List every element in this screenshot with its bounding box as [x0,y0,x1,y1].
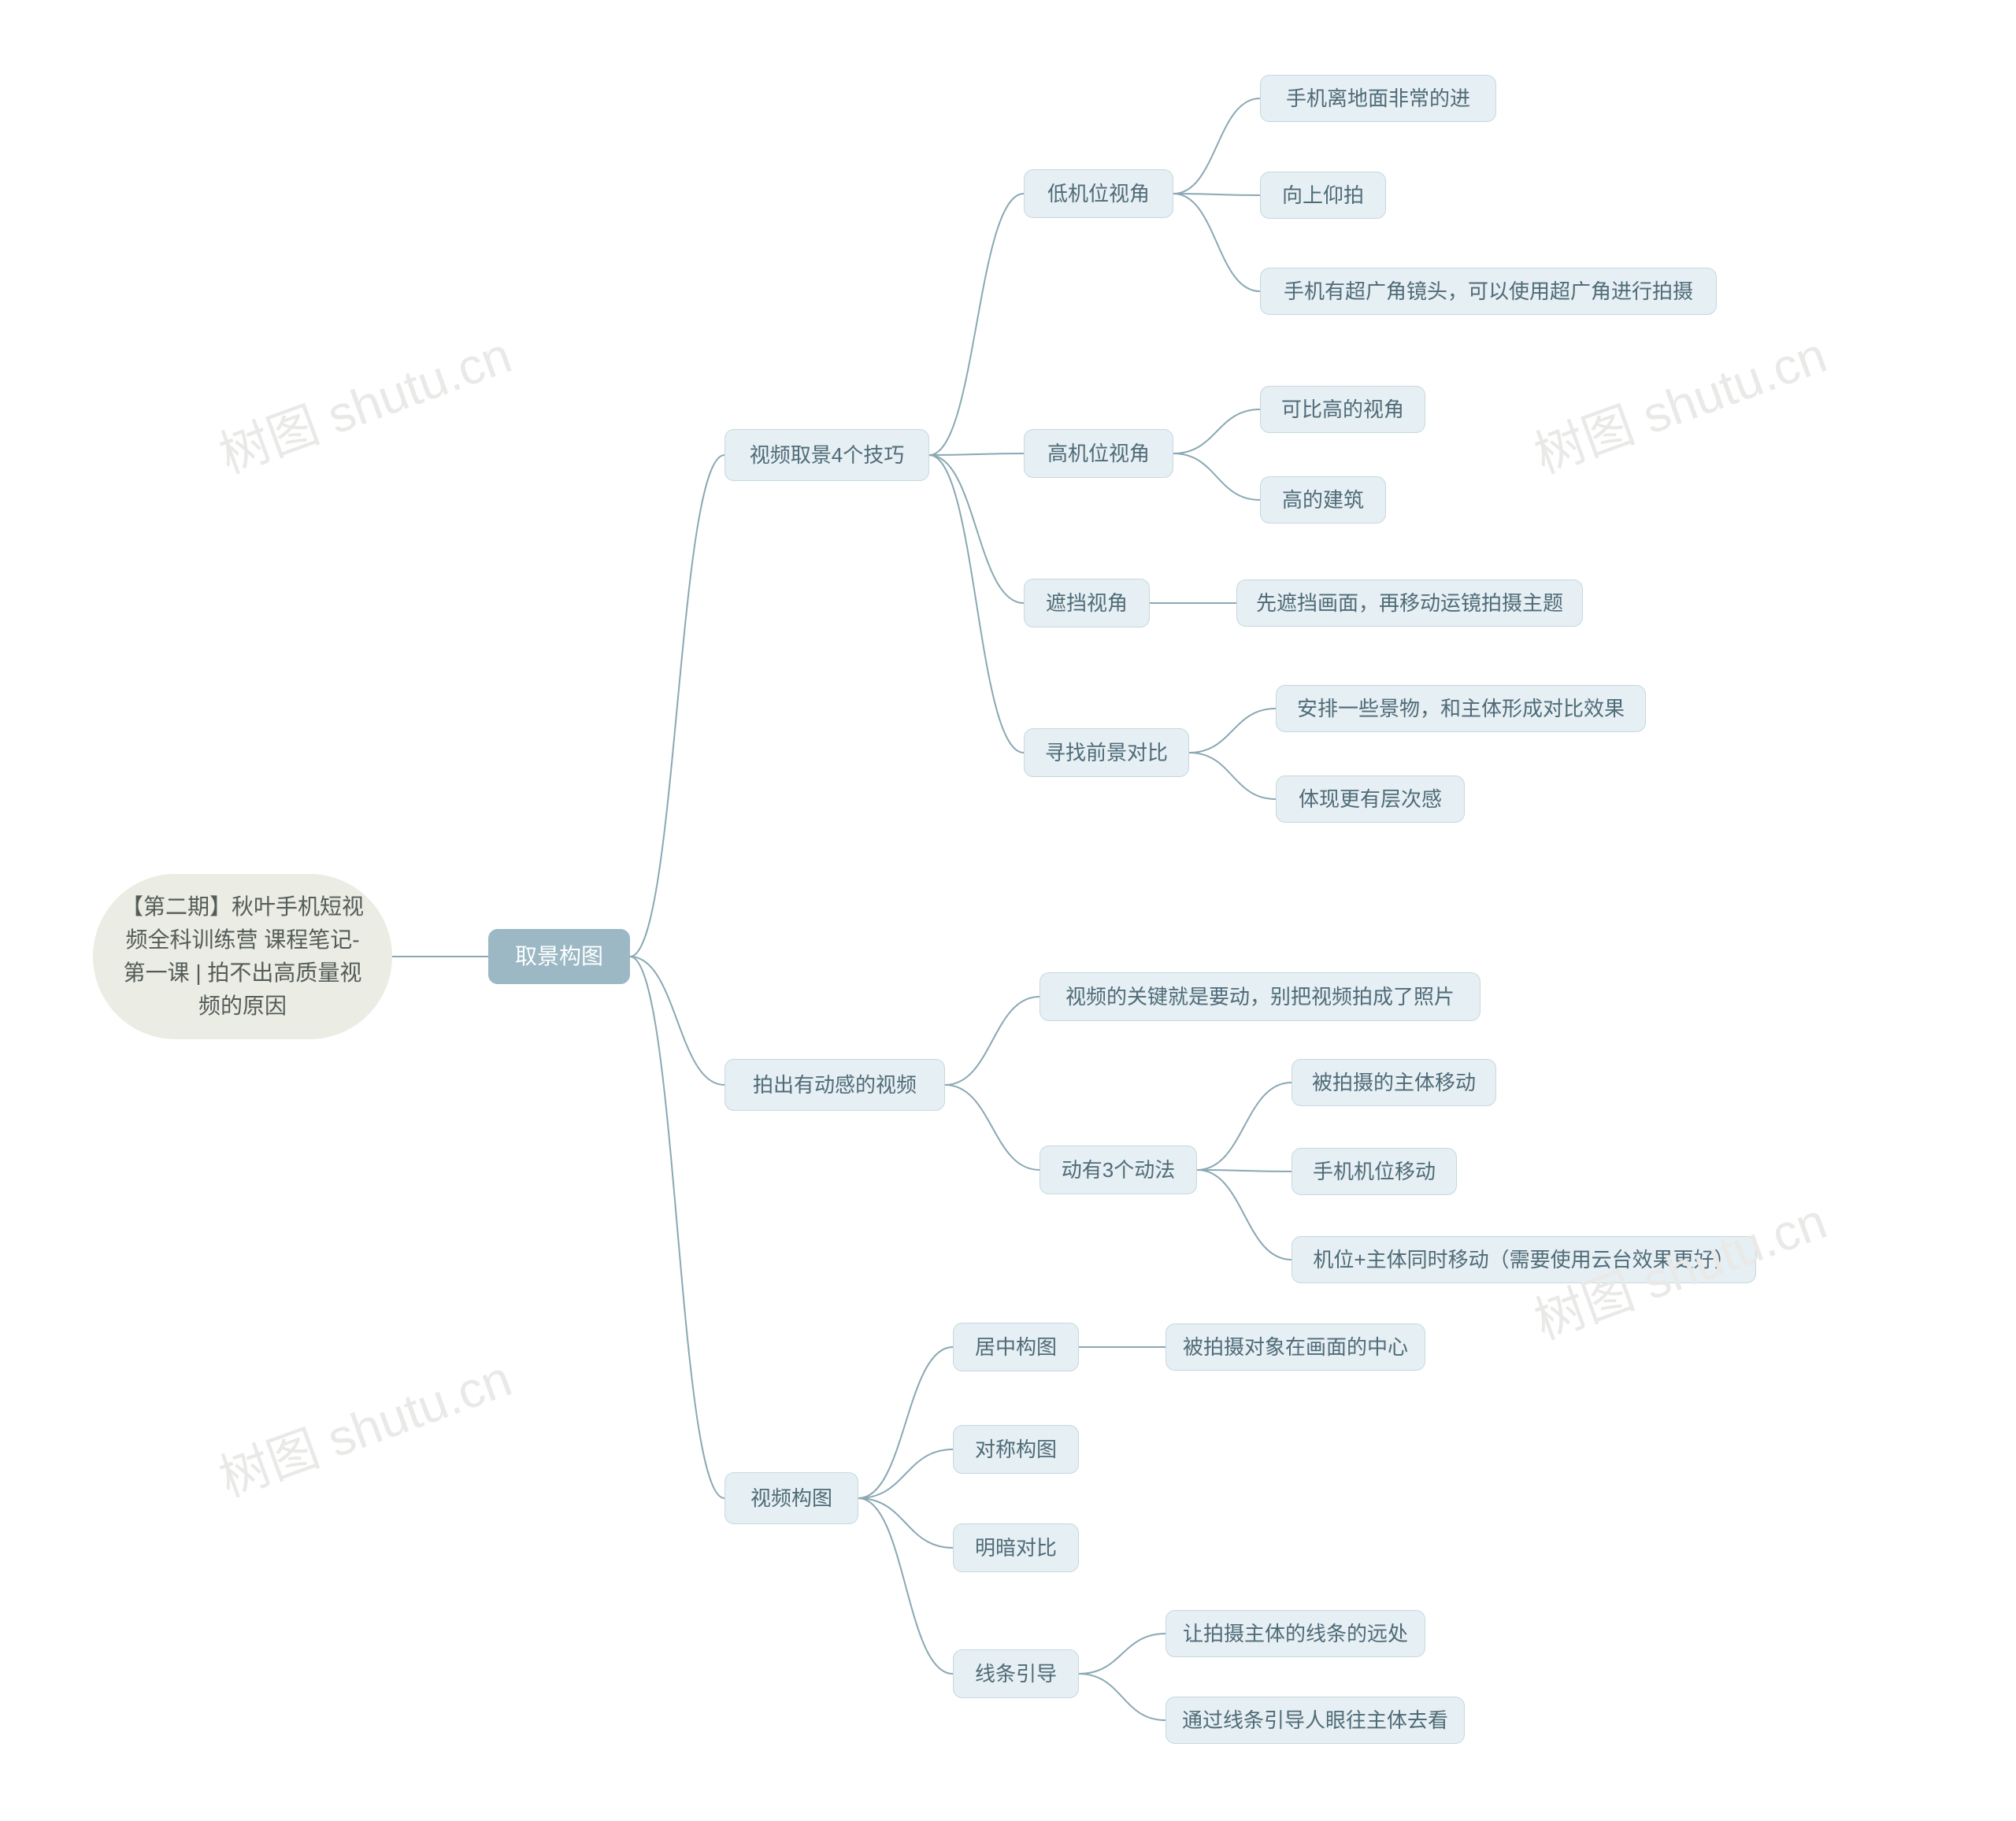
watermark: 树图 shutu.cn [208,315,520,487]
mindmap-node[interactable]: 让拍摄主体的线条的远处 [1166,1610,1425,1657]
node-label: 手机机位移动 [1313,1157,1436,1187]
node-label: 先遮挡画面，再移动运镜拍摄主题 [1256,588,1563,619]
node-label: 居中构图 [975,1332,1057,1363]
mindmap-node[interactable]: 低机位视角 [1024,169,1173,218]
node-label: 被拍摄的主体移动 [1312,1068,1476,1098]
mindmap-node[interactable]: 安排一些景物，和主体形成对比效果 [1276,685,1646,732]
node-label: 高的建筑 [1282,485,1364,516]
node-label: 视频构图 [750,1483,832,1514]
node-label: 让拍摄主体的线条的远处 [1183,1619,1408,1649]
mindmap-node[interactable]: 视频的关键就是要动，别把视频拍成了照片 [1040,972,1480,1021]
node-label: 手机有超广角镜头，可以使用超广角进行拍摄 [1284,276,1693,307]
node-label: 视频的关键就是要动，别把视频拍成了照片 [1065,982,1455,1012]
mindmap-node[interactable]: 居中构图 [953,1323,1079,1371]
node-label: 向上仰拍 [1282,180,1364,211]
node-label: 【第二期】秋叶手机短视 频全科训练营 课程笔记- 第一课 | 拍不出高质量视 频… [121,890,364,1023]
mindmap-node[interactable]: 高机位视角 [1024,429,1173,478]
mindmap-node[interactable]: 被拍摄的主体移动 [1292,1059,1496,1106]
mindmap-node[interactable]: 手机有超广角镜头，可以使用超广角进行拍摄 [1260,268,1717,315]
node-label: 对称构图 [975,1434,1057,1465]
mindmap-node[interactable]: 【第二期】秋叶手机短视 频全科训练营 课程笔记- 第一课 | 拍不出高质量视 频… [93,874,392,1039]
node-label: 视频取景4个技巧 [750,440,904,471]
node-label: 安排一些景物，和主体形成对比效果 [1297,694,1625,724]
node-label: 线条引导 [975,1659,1057,1690]
mindmap-node[interactable]: 被拍摄对象在画面的中心 [1166,1323,1425,1371]
node-label: 被拍摄对象在画面的中心 [1183,1332,1408,1363]
mindmap-node[interactable]: 视频取景4个技巧 [724,429,929,481]
node-label: 手机离地面非常的进 [1286,83,1470,114]
node-label: 动有3个动法 [1062,1155,1175,1186]
mindmap-node[interactable]: 体现更有层次感 [1276,775,1465,823]
mindmap-node[interactable]: 取景构图 [488,929,630,984]
mindmap-node[interactable]: 向上仰拍 [1260,172,1386,219]
node-label: 取景构图 [515,940,603,973]
mindmap-node[interactable]: 机位+主体同时移动（需要使用云台效果更好） [1292,1236,1756,1283]
node-label: 体现更有层次感 [1299,784,1442,815]
mindmap-node[interactable]: 拍出有动感的视频 [724,1059,945,1111]
node-label: 遮挡视角 [1046,588,1128,619]
node-label: 可比高的视角 [1281,394,1404,425]
mindmap-node[interactable]: 动有3个动法 [1040,1146,1197,1194]
node-label: 明暗对比 [975,1533,1057,1564]
mindmap-node[interactable]: 对称构图 [953,1425,1079,1474]
mindmap-node[interactable]: 明暗对比 [953,1523,1079,1572]
mindmap-node[interactable]: 手机机位移动 [1292,1148,1457,1195]
node-label: 寻找前景对比 [1045,738,1168,768]
mindmap-node[interactable]: 手机离地面非常的进 [1260,75,1496,122]
mindmap-node[interactable]: 高的建筑 [1260,476,1386,524]
mindmap-node[interactable]: 遮挡视角 [1024,579,1150,627]
node-label: 高机位视角 [1047,439,1150,469]
mindmap-node[interactable]: 先遮挡画面，再移动运镜拍摄主题 [1236,579,1583,627]
mindmap-node[interactable]: 通过线条引导人眼往主体去看 [1166,1697,1465,1744]
node-label: 拍出有动感的视频 [753,1070,917,1101]
node-label: 低机位视角 [1047,179,1150,209]
node-label: 通过线条引导人眼往主体去看 [1182,1705,1448,1736]
mindmap-node[interactable]: 可比高的视角 [1260,386,1425,433]
mindmap-node[interactable]: 线条引导 [953,1649,1079,1698]
mindmap-node[interactable]: 寻找前景对比 [1024,728,1189,777]
watermark: 树图 shutu.cn [1523,315,1835,487]
mindmap-node[interactable]: 视频构图 [724,1472,858,1524]
watermark: 树图 shutu.cn [208,1338,520,1511]
node-label: 机位+主体同时移动（需要使用云台效果更好） [1313,1245,1734,1275]
